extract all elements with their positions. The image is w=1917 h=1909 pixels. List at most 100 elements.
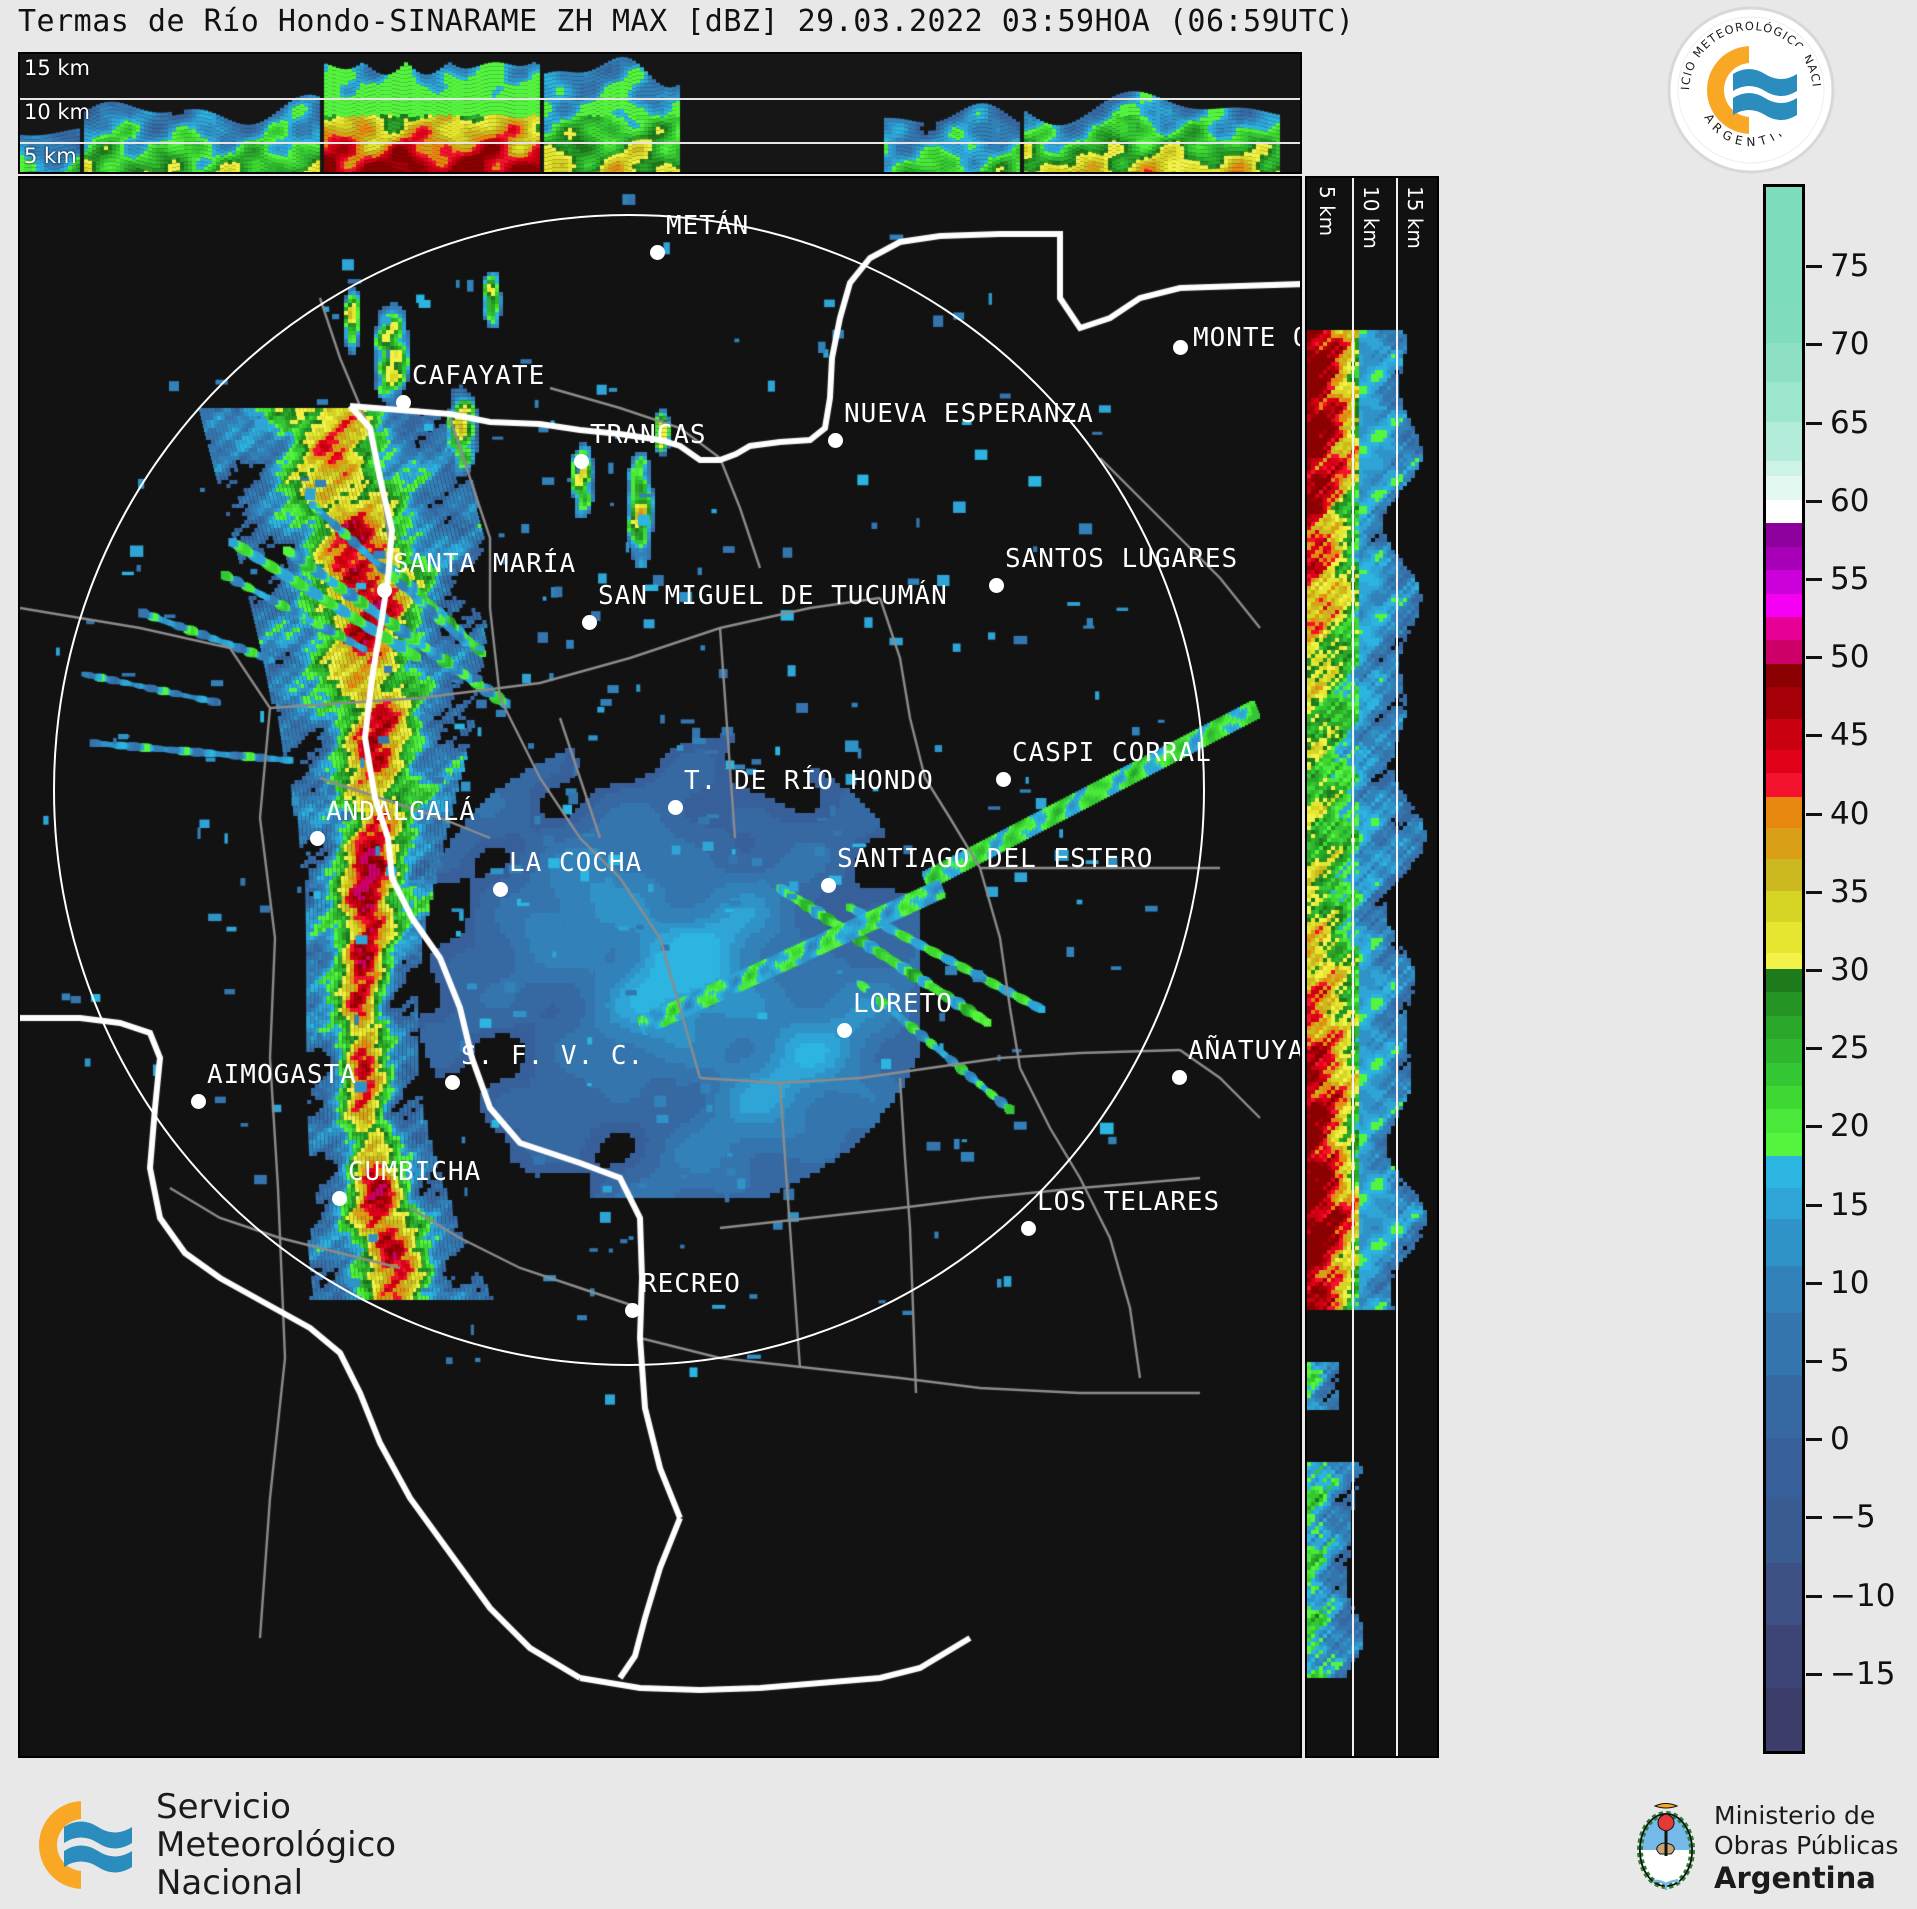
city-dot-icon bbox=[837, 1023, 852, 1038]
colorbar-swatch bbox=[1766, 1218, 1802, 1266]
colorbar-swatch bbox=[1766, 570, 1802, 594]
colorbar-tick bbox=[1806, 499, 1822, 503]
city-dot-icon bbox=[1173, 340, 1188, 355]
city-dot-icon bbox=[1021, 1221, 1036, 1236]
height-label-15km: 15 km bbox=[24, 56, 91, 80]
colorbar-swatch bbox=[1766, 828, 1802, 860]
city-label: AIMOGASTA bbox=[207, 1060, 357, 1090]
colorbar-swatch bbox=[1766, 859, 1802, 891]
range-gridline-15km bbox=[1396, 178, 1398, 1756]
colorbar-tick-label: 35 bbox=[1830, 873, 1870, 910]
ministry-line-2: Obras Públicas bbox=[1714, 1831, 1899, 1860]
city-dot-icon bbox=[191, 1094, 206, 1109]
colorbar-tick-label: 75 bbox=[1830, 248, 1870, 285]
smn-footer-line-3: Nacional bbox=[156, 1863, 304, 1903]
smn-seal-icon: SERVICIO METEOROLÓGICO NACIONAL ARGENTIN… bbox=[1663, 2, 1835, 174]
colorbar-tick bbox=[1806, 656, 1822, 660]
city-dot-icon bbox=[625, 1303, 640, 1318]
city-dot-icon bbox=[377, 583, 392, 598]
colorbar-tick-label: 10 bbox=[1830, 1264, 1870, 1301]
colorbar-tick-label: −10 bbox=[1830, 1577, 1896, 1614]
colorbar-swatch bbox=[1766, 953, 1802, 969]
colorbar-swatch bbox=[1766, 890, 1802, 922]
range-label-15km: 15 km bbox=[1403, 186, 1427, 249]
colorbar-swatch bbox=[1766, 593, 1802, 617]
colorbar-tick-label: −5 bbox=[1830, 1499, 1876, 1536]
colorbar-tick-label: 40 bbox=[1830, 795, 1870, 832]
colorbar-swatch bbox=[1766, 749, 1802, 774]
colorbar-swatch bbox=[1766, 992, 1802, 1016]
colorbar-swatch bbox=[1766, 187, 1802, 266]
colorbar-swatch bbox=[1766, 687, 1802, 719]
smn-footer-line-2: Meteorológico bbox=[156, 1825, 397, 1865]
ministry-line-1: Ministerio de bbox=[1714, 1801, 1876, 1830]
colorbar-swatch bbox=[1766, 265, 1802, 305]
colorbar-tick-label: 20 bbox=[1830, 1108, 1870, 1145]
colorbar-tick-label: 45 bbox=[1830, 717, 1870, 754]
city-dot-icon bbox=[574, 454, 589, 469]
city-dot-icon bbox=[445, 1075, 460, 1090]
page-title: Termas de Río Hondo-SINARAME ZH MAX [dBZ… bbox=[18, 4, 1355, 39]
city-dot-icon bbox=[1172, 1070, 1187, 1085]
cross-section-side-panel: 5 km 10 km 15 km bbox=[1305, 176, 1439, 1758]
city-label: LA COCHA bbox=[509, 848, 643, 878]
colorbar-tick bbox=[1806, 1281, 1822, 1285]
colorbar-swatch bbox=[1766, 921, 1802, 954]
city-dot-icon bbox=[332, 1191, 347, 1206]
colorbar-tick bbox=[1806, 1438, 1822, 1442]
city-dot-icon bbox=[650, 245, 665, 260]
colorbar-swatch bbox=[1766, 1015, 1802, 1040]
city-dot-icon bbox=[828, 433, 843, 448]
city-dot-icon bbox=[996, 772, 1011, 787]
colorbar-tick-label: 30 bbox=[1830, 952, 1870, 988]
colorbar-tick-label: 60 bbox=[1830, 482, 1870, 519]
colorbar-swatch bbox=[1766, 1109, 1802, 1133]
height-label-5km: 5 km bbox=[24, 144, 77, 168]
cross-section-top-canvas bbox=[20, 54, 1300, 172]
city-dot-icon bbox=[582, 615, 597, 630]
colorbar-swatch bbox=[1766, 421, 1802, 461]
colorbar-swatch bbox=[1766, 796, 1802, 829]
colorbar-tick-label: 15 bbox=[1830, 1186, 1870, 1223]
colorbar-tick-label: 25 bbox=[1830, 1030, 1870, 1067]
city-label: LOS TELARES bbox=[1037, 1187, 1221, 1217]
colorbar-swatch bbox=[1766, 304, 1802, 344]
colorbar-swatch bbox=[1766, 1375, 1802, 1438]
city-label: LORETO bbox=[853, 989, 953, 1019]
colorbar-swatch bbox=[1766, 499, 1802, 524]
colorbar-swatch bbox=[1766, 382, 1802, 422]
city-label: METÁN bbox=[666, 211, 750, 241]
colorbar-swatch bbox=[1766, 718, 1802, 750]
colorbar-swatch bbox=[1766, 773, 1802, 797]
colorbar-tick bbox=[1806, 343, 1822, 347]
city-label: SANTIAGO DEL ESTERO bbox=[837, 844, 1154, 874]
colorbar-swatch bbox=[1766, 1132, 1802, 1157]
colorbar-tick bbox=[1806, 1672, 1822, 1676]
argentina-coat-of-arms-icon bbox=[1637, 1803, 1695, 1890]
colorbar-swatch bbox=[1766, 617, 1802, 641]
colorbar-tick-label: 0 bbox=[1830, 1421, 1850, 1458]
radar-map[interactable]: METÁN MONTE QU CAFAYATE TRANCAS NUEVA ESPERA… bbox=[18, 176, 1302, 1758]
cross-section-side-canvas bbox=[1307, 178, 1437, 1756]
colorbar-swatch bbox=[1766, 1156, 1802, 1188]
height-label-10km: 10 km bbox=[24, 100, 91, 124]
city-label: TRANCAS bbox=[590, 420, 707, 450]
city-label: T. DE RÍO HONDO bbox=[684, 766, 934, 796]
colorbar-swatch bbox=[1766, 1625, 1802, 1688]
city-label: SAN MIGUEL DE TUCUMÁN bbox=[598, 581, 948, 611]
city-dot-icon bbox=[821, 878, 836, 893]
colorbar-swatch bbox=[1766, 523, 1802, 547]
colorbar-tick bbox=[1806, 734, 1822, 738]
height-gridline-10km bbox=[20, 98, 1300, 100]
colorbar-tick bbox=[1806, 265, 1822, 269]
colorbar-swatch bbox=[1766, 1312, 1802, 1376]
city-label: CAFAYATE bbox=[412, 361, 546, 391]
city-dot-icon bbox=[310, 831, 325, 846]
city-label: SANTOS LUGARES bbox=[1005, 544, 1239, 574]
dbz-colorbar bbox=[1763, 184, 1805, 1754]
colorbar-swatch bbox=[1766, 663, 1802, 688]
city-dot-icon bbox=[396, 395, 411, 410]
colorbar-tick bbox=[1806, 1203, 1822, 1207]
city-dot-icon bbox=[493, 882, 508, 897]
city-label: MONTE QU bbox=[1193, 323, 1300, 353]
